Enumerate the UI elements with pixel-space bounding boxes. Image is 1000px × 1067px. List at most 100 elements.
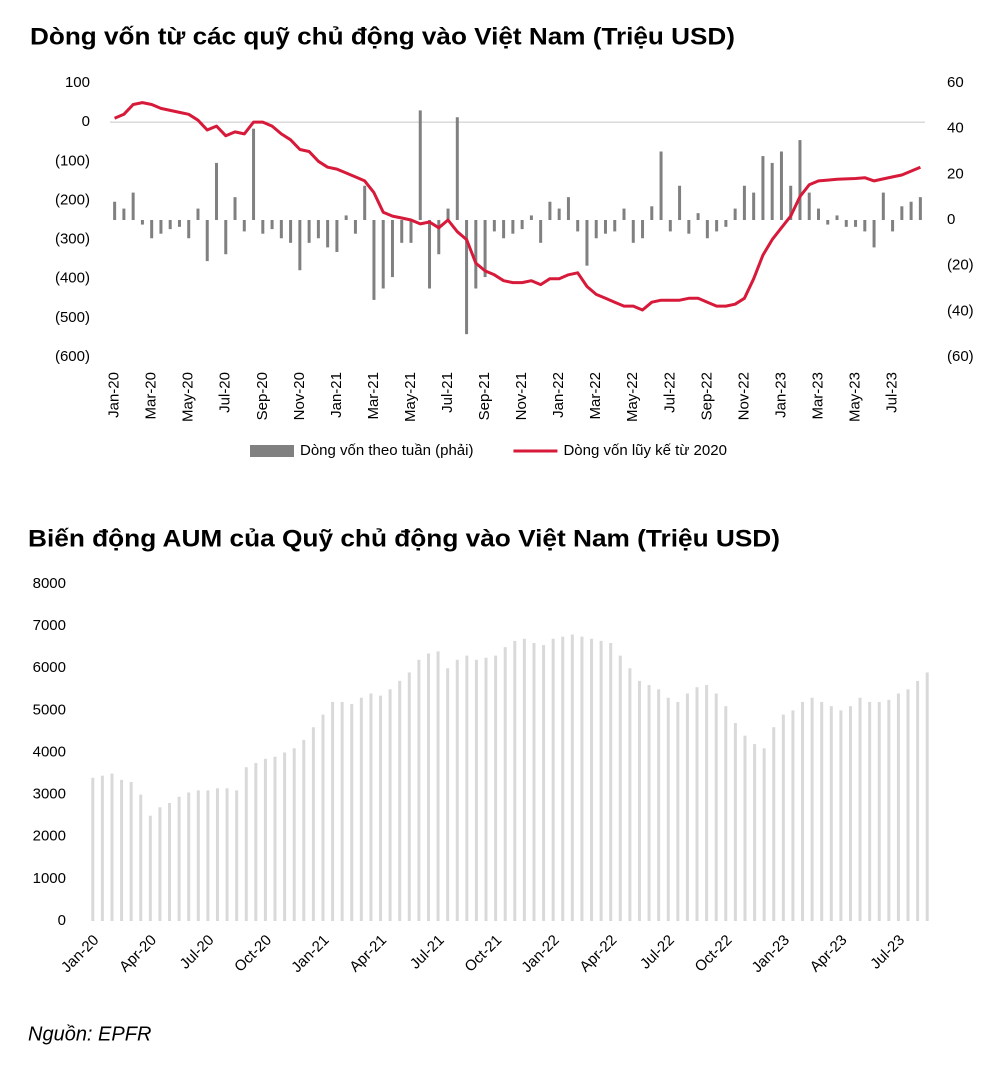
bar <box>344 215 348 220</box>
bar <box>407 672 411 921</box>
bar <box>848 706 852 921</box>
bar <box>437 220 441 255</box>
y-tick-label: 0 <box>58 912 66 929</box>
bar <box>279 220 283 239</box>
bar <box>233 197 237 220</box>
bar <box>761 156 765 220</box>
bar <box>715 220 719 232</box>
legend-swatch <box>250 445 294 457</box>
bar <box>551 638 555 921</box>
y-tick-label: 40 <box>947 120 964 137</box>
bar <box>570 634 574 921</box>
x-tick-label: Jan-22 <box>518 932 562 976</box>
x-tick-label: Oct-21 <box>461 932 505 976</box>
bar <box>390 220 394 278</box>
bar <box>205 220 209 262</box>
bar <box>820 701 824 921</box>
bar <box>687 220 691 234</box>
bar <box>372 220 376 300</box>
bar <box>872 220 876 248</box>
y-tick-label: (500) <box>55 309 90 326</box>
y-tick-label: (100) <box>55 152 90 169</box>
bar <box>909 201 913 220</box>
bar <box>752 192 756 220</box>
y-tick-label: 0 <box>82 113 90 130</box>
bar <box>177 220 181 227</box>
bar <box>158 807 162 921</box>
bar <box>900 206 904 220</box>
bar <box>685 693 689 921</box>
bar <box>557 208 561 220</box>
bar <box>743 735 747 921</box>
bar <box>513 640 517 921</box>
x-tick-label: Jul-20 <box>217 372 234 413</box>
bar <box>566 197 570 220</box>
bar <box>148 815 152 921</box>
bar <box>762 748 766 921</box>
y-tick-label: (20) <box>947 257 974 274</box>
bar <box>863 220 867 232</box>
source: Nguồn: EPFR <box>28 1023 151 1045</box>
bar <box>215 162 219 220</box>
bar <box>829 706 833 921</box>
bar <box>580 636 584 921</box>
bar <box>548 201 552 220</box>
x-tick-label: Jul-21 <box>439 372 456 413</box>
bar <box>224 220 228 255</box>
bar <box>400 220 404 243</box>
bar <box>398 680 402 921</box>
bar <box>696 213 700 220</box>
bar <box>810 697 814 921</box>
bar <box>724 706 728 921</box>
bar <box>254 763 258 921</box>
x-tick-label: Mar-20 <box>143 372 160 420</box>
bar <box>302 739 306 921</box>
x-tick-label: Nov-22 <box>735 372 752 420</box>
x-tick-label: Jan-21 <box>288 932 332 976</box>
x-tick-label: Sep-21 <box>476 372 493 420</box>
x-tick-label: Sep-22 <box>698 372 715 420</box>
bar <box>187 220 191 239</box>
bar <box>150 220 154 239</box>
bar <box>647 685 651 921</box>
bar <box>474 659 478 921</box>
bar <box>522 638 526 921</box>
x-tick-label: Sep-20 <box>254 372 271 420</box>
x-tick-label: Jan-21 <box>328 372 345 418</box>
bar <box>650 206 654 220</box>
bar <box>196 790 200 921</box>
bar <box>131 192 135 220</box>
bar <box>417 659 421 921</box>
x-tick-label: Jan-20 <box>106 372 123 418</box>
x-tick-label: Mar-23 <box>809 372 826 420</box>
bar <box>100 775 104 921</box>
bar <box>590 638 594 921</box>
bar <box>839 710 843 921</box>
bar <box>283 752 287 921</box>
bar <box>331 701 335 921</box>
bar <box>321 714 325 921</box>
bar <box>428 220 432 289</box>
y-tick-label: (40) <box>947 302 974 319</box>
bar <box>292 748 296 921</box>
x-tick-label: May-22 <box>624 372 641 422</box>
bar <box>307 220 311 243</box>
bar <box>835 215 839 220</box>
bar <box>816 208 820 220</box>
bar <box>465 655 469 921</box>
x-tick-label: Jan-20 <box>58 932 102 976</box>
chart-title: Dòng vốn từ các quỹ chủ động vào Việt Na… <box>30 23 735 50</box>
bar <box>168 803 172 921</box>
y-tick-label: 1000 <box>33 870 66 887</box>
bar <box>311 727 315 921</box>
bar <box>225 788 229 921</box>
bar <box>263 758 267 921</box>
bar <box>742 185 746 220</box>
bar <box>657 689 661 921</box>
bar <box>494 655 498 921</box>
y-tick-label: 5000 <box>33 701 66 718</box>
x-tick-label: May-20 <box>180 372 197 422</box>
bar <box>781 714 785 921</box>
bar <box>618 655 622 921</box>
